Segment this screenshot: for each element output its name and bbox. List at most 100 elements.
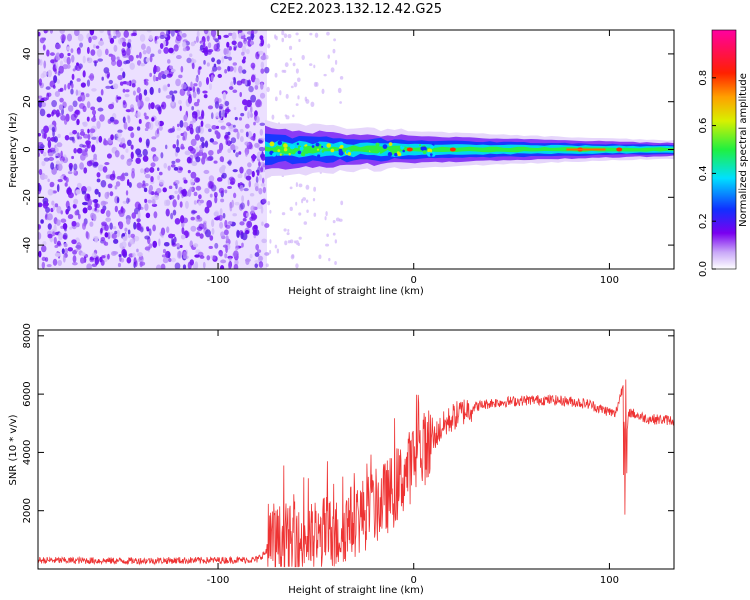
noise-speckle [49, 30, 54, 34]
noise-speckle [261, 238, 267, 244]
noise-speckle [260, 82, 264, 90]
noise-speckle [259, 122, 266, 126]
spectrogram-ytick-label: 40 [22, 48, 33, 61]
noise-speckle [41, 97, 48, 102]
noise-speckle [60, 160, 64, 165]
noise-speckle [82, 207, 88, 214]
noise-speckle [126, 257, 132, 264]
noise-speckle [246, 168, 253, 176]
noise-speckle [219, 221, 224, 229]
noise-speckle [162, 187, 167, 193]
noise-speckle [43, 157, 50, 162]
noise-speckle [133, 235, 140, 242]
noise-speckle [142, 49, 147, 55]
noise-speckle [126, 47, 131, 56]
noise-speckle [259, 128, 264, 136]
noise-speckle [57, 259, 62, 266]
transition-speckle [267, 200, 271, 206]
noise-speckle [154, 120, 161, 127]
noise-speckle [234, 201, 240, 206]
noise-speckle [96, 172, 101, 178]
noise-speckle [235, 152, 239, 158]
noise-speckle [256, 151, 262, 160]
noise-speckle [116, 175, 122, 180]
noise-speckle [191, 62, 195, 70]
noise-speckle [238, 32, 242, 39]
noise-speckle [75, 65, 82, 72]
noise-speckle [130, 144, 134, 150]
noise-speckle [199, 147, 204, 153]
noise-speckle [155, 264, 162, 269]
noise-speckle [260, 68, 265, 74]
noise-speckle [91, 252, 97, 259]
noise-speckle [100, 227, 103, 234]
noise-speckle [82, 144, 87, 148]
noise-speckle [221, 172, 227, 179]
noise-speckle [225, 235, 229, 242]
noise-speckle [179, 244, 183, 249]
transition-speckle [301, 54, 305, 60]
noise-speckle [60, 34, 67, 42]
noise-speckle [177, 194, 180, 201]
carrier-speckle [272, 152, 277, 157]
spectrogram-xtick-label: 100 [600, 275, 619, 286]
noise-speckle [170, 212, 174, 220]
noise-speckle [155, 40, 159, 45]
noise-speckle [59, 30, 66, 35]
noise-speckle [56, 240, 61, 246]
noise-speckle [176, 123, 180, 128]
noise-speckle [39, 144, 45, 149]
noise-speckle [89, 132, 93, 138]
transition-speckle [326, 233, 329, 237]
noise-speckle [254, 115, 260, 124]
noise-speckle [63, 175, 67, 181]
transition-speckle [293, 240, 297, 244]
noise-speckle [218, 119, 224, 123]
noise-speckle [90, 49, 96, 56]
noise-speckle [76, 62, 79, 67]
noise-speckle [244, 79, 248, 86]
noise-speckle [161, 74, 167, 80]
noise-speckle [211, 57, 216, 63]
carrier-speckle [430, 145, 434, 149]
noise-speckle [213, 63, 217, 68]
spectrogram-panel: -100 0 100 -40 -20 0 20 40 Height of straight l… [8, 29, 675, 297]
noise-speckle [232, 169, 238, 173]
noise-speckle [242, 217, 247, 222]
transition-speckle [275, 35, 278, 41]
noise-speckle [49, 183, 54, 188]
noise-speckle [52, 84, 56, 89]
noise-speckle [236, 131, 240, 140]
carrier-speckle [317, 154, 321, 158]
noise-speckle [166, 73, 173, 78]
noise-speckle [113, 119, 119, 125]
noise-speckle [92, 199, 98, 203]
noise-speckle [140, 43, 146, 50]
noise-speckle [190, 216, 195, 221]
noise-speckle [170, 164, 176, 168]
noise-speckle [245, 131, 249, 138]
noise-speckle [244, 123, 250, 129]
carrier-speckle [369, 147, 374, 153]
noise-speckle [97, 107, 104, 112]
noise-speckle [186, 57, 192, 64]
noise-speckle [224, 189, 228, 194]
noise-speckle [238, 151, 242, 155]
noise-speckle [150, 147, 157, 152]
noise-speckle [222, 92, 227, 101]
noise-speckle [190, 138, 197, 147]
noise-speckle [166, 226, 170, 233]
noise-speckle [121, 41, 127, 47]
noise-speckle [143, 187, 148, 193]
colorbar: 0.0 0.2 0.4 0.6 0.8 Normalized spectral ampl… [698, 29, 749, 277]
carrier-speckle [396, 151, 400, 155]
noise-speckle [158, 72, 162, 81]
noise-speckle [169, 127, 175, 133]
noise-speckle [124, 172, 129, 177]
noise-speckle [171, 160, 176, 165]
noise-speckle [142, 148, 148, 157]
noise-speckle [151, 136, 157, 140]
noise-speckle [159, 34, 166, 40]
noise-speckle [100, 208, 105, 214]
snr-axes: -100 0 100 2000 4000 6000 8000 [22, 323, 674, 586]
